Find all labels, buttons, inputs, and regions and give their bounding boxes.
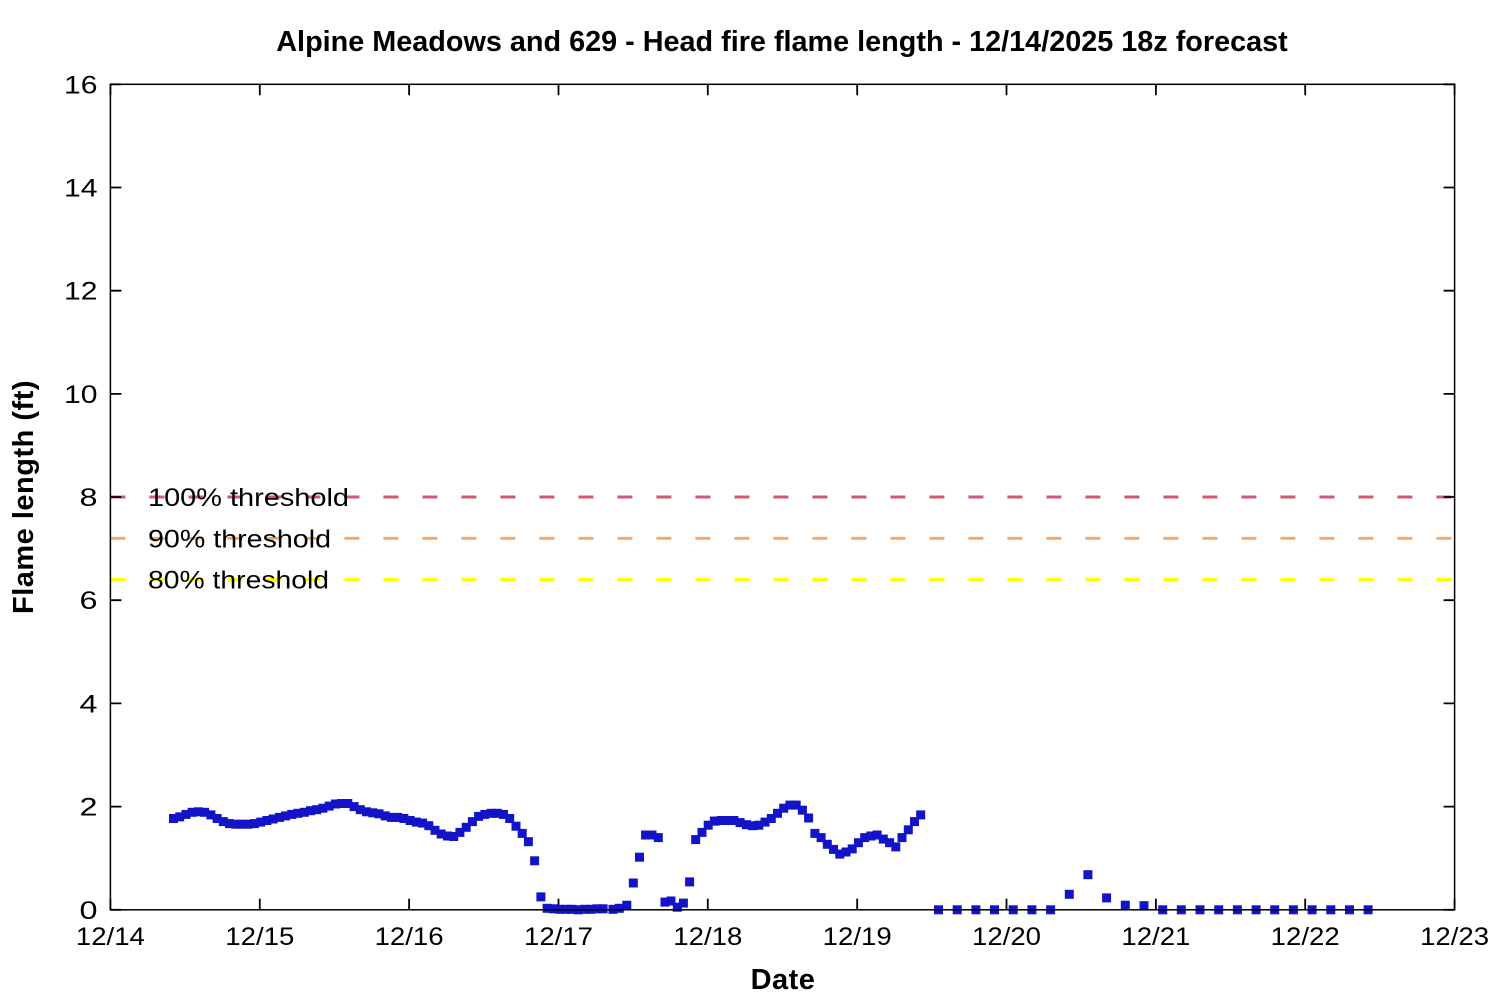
svg-text:10: 10 bbox=[64, 381, 98, 409]
svg-text:12/19: 12/19 bbox=[823, 923, 892, 951]
svg-text:12/17: 12/17 bbox=[524, 923, 593, 951]
svg-text:2: 2 bbox=[80, 794, 98, 822]
svg-text:4: 4 bbox=[80, 690, 98, 718]
svg-text:12/21: 12/21 bbox=[1121, 923, 1190, 951]
svg-text:12/22: 12/22 bbox=[1271, 923, 1340, 951]
svg-text:12/18: 12/18 bbox=[673, 923, 742, 951]
svg-text:Flame length (ft): Flame length (ft) bbox=[8, 380, 40, 614]
svg-text:100% threshold: 100% threshold bbox=[148, 484, 349, 512]
svg-text:6: 6 bbox=[80, 587, 98, 615]
svg-text:12: 12 bbox=[64, 278, 98, 306]
svg-text:12/15: 12/15 bbox=[225, 923, 294, 951]
svg-text:8: 8 bbox=[80, 484, 98, 512]
svg-text:12/16: 12/16 bbox=[375, 923, 444, 951]
svg-text:16: 16 bbox=[64, 71, 98, 99]
svg-text:12/14: 12/14 bbox=[76, 923, 145, 951]
svg-text:14: 14 bbox=[64, 175, 98, 203]
svg-text:Date: Date bbox=[751, 964, 816, 996]
svg-text:80% threshold: 80% threshold bbox=[148, 567, 329, 595]
svg-text:12/20: 12/20 bbox=[972, 923, 1041, 951]
svg-text:Alpine Meadows and 629 - Head: Alpine Meadows and 629 - Head fire flame… bbox=[276, 26, 1288, 58]
svg-text:0: 0 bbox=[80, 897, 98, 925]
svg-text:12/23: 12/23 bbox=[1420, 923, 1489, 951]
svg-text:90% threshold: 90% threshold bbox=[148, 525, 331, 553]
